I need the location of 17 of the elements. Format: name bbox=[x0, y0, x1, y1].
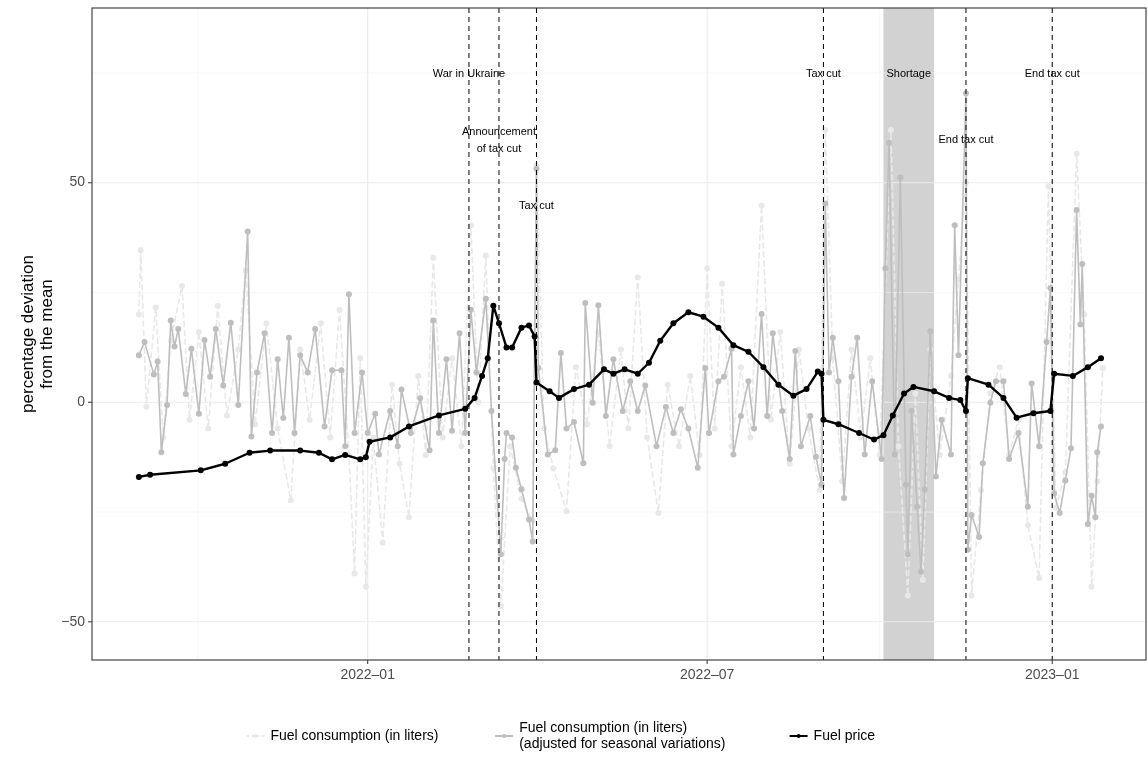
ref-line-label: End tax cut bbox=[938, 132, 994, 145]
legend-label: Fuel price bbox=[813, 726, 876, 743]
ref-line-label: Tax cut bbox=[519, 198, 554, 211]
ref-line-label: Announcement of tax cut bbox=[461, 124, 536, 154]
y-tick-label: 50 bbox=[69, 173, 86, 190]
x-tick-label: 2023–01 bbox=[1024, 666, 1080, 682]
ref-line-label: War in Ukraine bbox=[432, 66, 506, 79]
ref-line-label: Tax cut bbox=[805, 66, 841, 79]
y-axis-title: percentage deviation from the mean bbox=[17, 255, 56, 413]
x-tick-label: 2022–01 bbox=[340, 666, 396, 682]
legend-label: Fuel consumption (in liters) bbox=[270, 726, 439, 743]
y-tick-label: −50 bbox=[61, 612, 86, 629]
y-tick-label: 0 bbox=[77, 392, 86, 409]
legend-label: Fuel consumption (in liters) (adjusted for seasonal variations) bbox=[519, 718, 726, 751]
band-label: Shortage bbox=[886, 66, 932, 79]
x-tick-label: 2022–07 bbox=[679, 666, 735, 682]
ref-line-label: End tax cut bbox=[1024, 66, 1080, 79]
